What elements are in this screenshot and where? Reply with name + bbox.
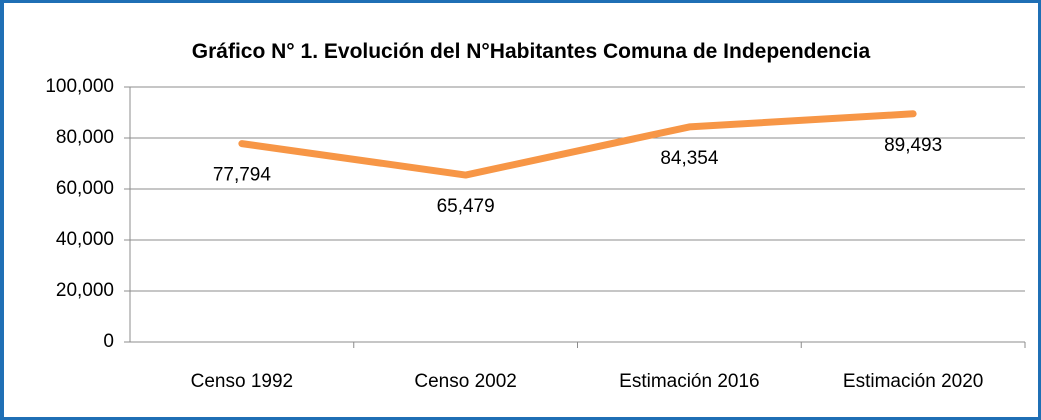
x-tick-label: Estimación 2016 bbox=[619, 371, 759, 392]
x-tick-label: Estimación 2020 bbox=[843, 371, 983, 392]
chart: 0 20,000 40,000 60,000 80,000 100,000 Censo 19… bbox=[45, 76, 1026, 392]
data-label: 65,479 bbox=[437, 196, 495, 217]
y-tick-label: 0 bbox=[103, 331, 114, 352]
y-tick-label: 100,000 bbox=[45, 76, 114, 97]
y-tick-label: 40,000 bbox=[56, 229, 114, 250]
line bbox=[238, 110, 917, 179]
data-label: 84,354 bbox=[660, 148, 719, 169]
x-tick-label: Censo 2002 bbox=[414, 371, 516, 392]
data-label: 77,794 bbox=[213, 165, 272, 186]
data-label: 89,493 bbox=[884, 135, 942, 156]
y-tick-label: 80,000 bbox=[56, 127, 114, 148]
y-tick-label: 60,000 bbox=[56, 178, 114, 199]
x-tick-label: Censo 1992 bbox=[191, 371, 293, 392]
chart-title: Gráfico N° 1. Evolución del N°Habitantes… bbox=[191, 40, 871, 63]
y-tick-label: 20,000 bbox=[56, 280, 114, 301]
